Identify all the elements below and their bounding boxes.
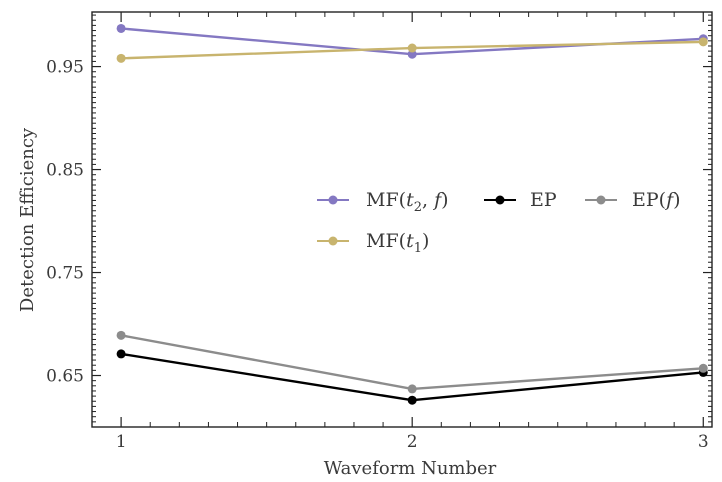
y-tick-label: 0.95 (46, 58, 84, 78)
data-point-ep-f (407, 384, 417, 394)
legend-marker-ep-f (596, 195, 606, 205)
y-axis-label: Detection Efficiency (17, 127, 38, 312)
data-point-ep-f (698, 363, 708, 373)
data-point-mf-t2-f (407, 49, 417, 59)
data-point-ep (407, 395, 417, 405)
y-tick-label: 0.75 (46, 264, 84, 284)
x-axis-label: Waveform Number (324, 458, 497, 479)
data-point-mf-t1 (407, 43, 417, 53)
x-tick-label: 1 (116, 432, 127, 452)
data-point-mf-t1 (698, 37, 708, 47)
legend-label-ep: EP (530, 189, 557, 211)
ticks-group: 0.65 0.75 0.85 0.95 1 2 3 (46, 12, 712, 452)
data-point-ep-f (116, 330, 126, 340)
plot-frame (91, 11, 713, 428)
legend-marker-mf-t2-f (328, 195, 338, 205)
y-tick-label: 0.65 (46, 367, 84, 387)
legend-marker-mf-t1 (328, 236, 338, 246)
data-point-mf-t1 (116, 53, 126, 63)
y-tick-label: 0.85 (46, 161, 84, 181)
data-point-ep (116, 349, 126, 359)
x-tick-label: 2 (407, 432, 418, 452)
legend-marker-ep (495, 195, 505, 205)
legend: MF(t2, f) EP EP(f) MF(t1) (317, 189, 681, 256)
series-group (116, 23, 708, 405)
data-point-mf-t2-f (116, 23, 126, 33)
x-tick-label: 3 (698, 432, 709, 452)
legend-label-ep-f: EP(f) (632, 189, 681, 211)
legend-label-mf-t1: MF(t1) (366, 230, 429, 256)
legend-label-mf-t2-f: MF(t2, f) (366, 189, 449, 215)
